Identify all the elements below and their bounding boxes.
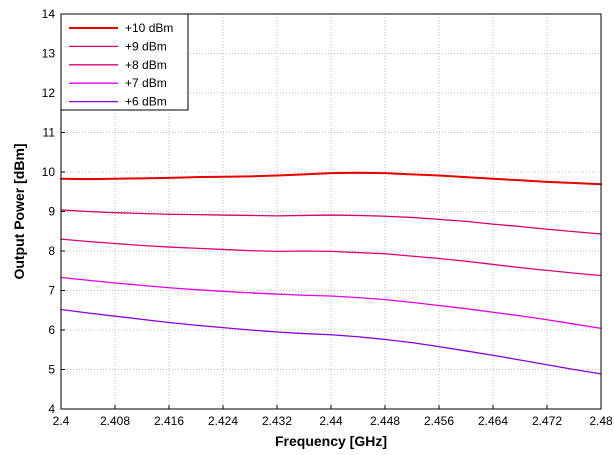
x-tick-label: 2.416 <box>154 414 184 428</box>
legend-box <box>60 13 189 111</box>
y-tick-label: 5 <box>48 363 55 377</box>
legend-label: +8 dBm <box>125 58 167 72</box>
x-tick-label: 2.424 <box>208 414 238 428</box>
y-axis-ticks: 4 5 6 7 8 9 10 11 12 13 14 <box>42 7 65 416</box>
series-line-2 <box>60 209 602 235</box>
y-tick-label: 14 <box>42 7 56 21</box>
x-axis-ticks: 2.4 2.408 2.416 2.424 2.432 2.44 2.448 2.456 2.4… <box>53 405 613 428</box>
y-tick-label: 11 <box>43 126 56 140</box>
y-tick-label: 9 <box>48 205 55 219</box>
x-tick-label: 2.456 <box>424 414 454 428</box>
x-tick-label: 2.432 <box>262 414 292 428</box>
series-line-1 <box>60 171 602 186</box>
y-tick-label: 7 <box>48 284 55 298</box>
x-tick-label: 2.408 <box>100 414 130 428</box>
y-tick-label: 13 <box>42 47 56 61</box>
y-tick-label: 8 <box>48 244 55 258</box>
x-tick-label: 2.448 <box>370 414 400 428</box>
y-tick-label: 12 <box>42 86 56 100</box>
legend-label: +7 dBm <box>125 76 167 90</box>
legend-label: +10 dBm <box>125 21 173 35</box>
y-tick-label: 6 <box>48 323 55 337</box>
series-lines <box>60 171 602 375</box>
legend-label: +6 dBm <box>125 95 167 109</box>
series-line-4 <box>60 276 602 330</box>
x-tick-label: 2.4 <box>53 414 70 428</box>
x-axis-title: Frequency [GHz] <box>275 433 387 449</box>
y-axis-title: Output Power [dBm] <box>11 143 27 279</box>
y-tick-label: 10 <box>42 165 56 179</box>
x-tick-label: 2.472 <box>532 414 562 428</box>
x-tick-label: 2.44 <box>319 414 343 428</box>
series-line-5 <box>60 308 602 375</box>
x-tick-label: 2.464 <box>478 414 508 428</box>
x-tick-label: 2.48 <box>589 414 613 428</box>
legend-label: +9 dBm <box>125 39 167 53</box>
legend: +10 dBm +9 dBm +8 dBm +7 dBm +6 dBm <box>60 13 189 111</box>
series-line-3 <box>60 238 602 277</box>
y-tick-label: 4 <box>48 402 55 416</box>
